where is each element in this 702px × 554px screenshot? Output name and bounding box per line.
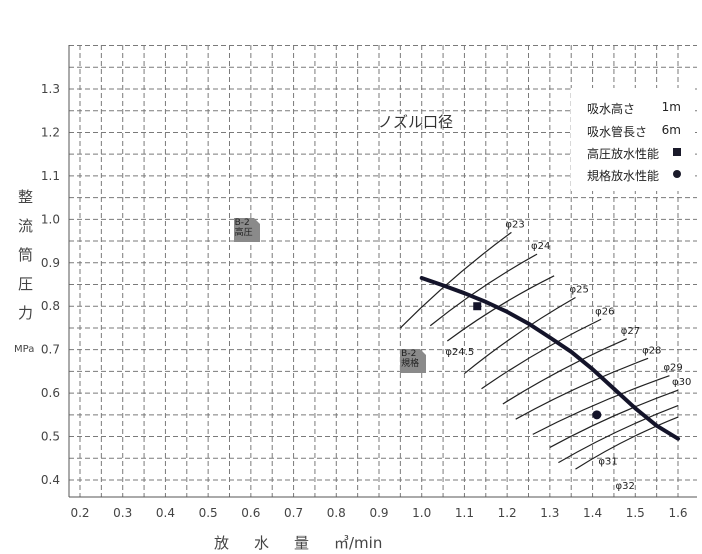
x-tick-label: 0.4 [156,506,175,520]
x-axis-label-char: 放 [214,534,230,552]
performance-points [473,302,602,420]
nozzle-label: φ24 [531,241,550,252]
legend-label: 吸水管長さ [587,125,648,139]
legend-value: 6m [661,123,681,137]
x-tick-label: 0.8 [327,506,346,520]
x-tick-label: 1.4 [583,506,602,520]
nozzle-label: φ29 [663,363,682,374]
x-tick-label: 0.7 [284,506,303,520]
y-tick-label: 1.2 [41,125,60,139]
nozzle-label: φ25 [569,285,588,296]
x-tick-label: 0.2 [70,506,89,520]
y-tick-label: 0.6 [41,386,60,400]
y-tick-label: 1.3 [41,82,60,96]
x-axis-unit: ㎥/min [334,534,383,552]
nozzle-curve [575,416,679,470]
y-axis-label-char: 整 [18,188,34,206]
y-tick-label: 1.0 [41,212,60,226]
y-tick-label: 0.4 [41,473,60,487]
pump-curve [419,275,680,441]
tag-shape-icon [400,348,427,373]
nozzle-curve [429,253,538,327]
y-tick-label: 0.9 [41,256,60,270]
tag-shape-icon [233,218,260,243]
x-tick-label: 1.6 [668,506,687,520]
x-tick-label: 0.6 [241,506,260,520]
y-tick-label: 0.8 [41,299,60,313]
legend-value: 1m [661,100,681,114]
x-tick-label: 1.1 [455,506,474,520]
nozzle-curve [464,297,576,375]
x-axis-label-char: 量 [294,534,310,552]
rating-tag-text: B-2 [401,348,417,359]
nozzle-curve [502,338,627,405]
nozzle-curve [558,405,679,464]
nozzle-label: φ28 [642,345,661,356]
legend-item-high-pressure: 高圧放水性能 [587,145,687,163]
x-tick-label: 1.2 [498,506,517,520]
legend-label: 高圧放水性能 [587,147,660,161]
x-tick-label: 0.3 [113,506,132,520]
nozzle-diameter-title: ノズル口径 [378,113,454,131]
x-tick-label: 0.9 [369,506,388,520]
x-tick-label: 1.5 [626,506,645,520]
nozzle-curve [532,375,670,435]
standard-point [592,410,602,420]
y-axis-label-char: 筒 [18,246,34,264]
y-axis-label-char: 圧 [18,275,34,293]
legend-label: 規格放水性能 [587,169,660,183]
x-tick-label: 0.5 [199,506,218,520]
x-tick-labels: 0.2 0.3 0.4 0.5 0.6 0.7 0.8 0.9 1.0 1.1 1.2 1.3 1.4 1… [70,506,687,520]
pump-curve-line [419,275,680,441]
y-axis-label-char: 流 [18,217,34,235]
rating-tag-text: B-2 [234,218,250,229]
legend-item-suction-height: 吸水高さ 1m [587,100,687,118]
rating-tag: B-2 規格 [400,348,427,373]
nozzle-curve [515,357,649,420]
rating-tag: B-2 高圧 [233,218,260,243]
nozzle-label: φ23 [505,219,524,230]
legend-label: 吸水高さ [587,102,636,116]
nozzle-curve [549,389,679,448]
y-tick-label: 0.5 [41,430,60,444]
legend: 吸水高さ 1m 吸水管長さ 6m 高圧放水性能 規格放水性能 [571,88,695,191]
nozzle-label: φ27 [621,326,640,337]
nozzle-label: φ30 [672,377,691,388]
x-tick-label: 1.0 [412,506,431,520]
y-tick-label: 0.7 [41,343,60,357]
legend-item-standard: 規格放水性能 [587,167,687,185]
nozzle-curve [399,231,512,329]
rating-tag-text: 規格 [401,358,420,369]
nozzle-label: φ32 [615,481,634,492]
rating-tag-text: 高圧 [234,228,253,239]
nozzle-label: φ31 [598,457,617,468]
y-axis-label-char: 力 [18,304,34,322]
circle-marker-icon [673,167,681,181]
square-marker-icon [673,145,681,159]
legend-item-suction-pipe-length: 吸水管長さ 6m [587,123,687,141]
x-axis-label-char: 水 [254,534,270,552]
nozzle-label: φ26 [595,306,614,317]
y-tick-label: 1.1 [41,169,60,183]
y-tick-labels: 0.4 0.5 0.6 0.7 0.8 0.9 1.0 1.1 1.2 1.3 [41,82,60,487]
nozzle-label: φ24.5 [445,347,474,358]
high-pressure-point [473,302,482,311]
y-axis-unit: MPa [14,344,35,355]
nozzle-curve [481,318,602,390]
x-tick-label: 1.3 [540,506,559,520]
